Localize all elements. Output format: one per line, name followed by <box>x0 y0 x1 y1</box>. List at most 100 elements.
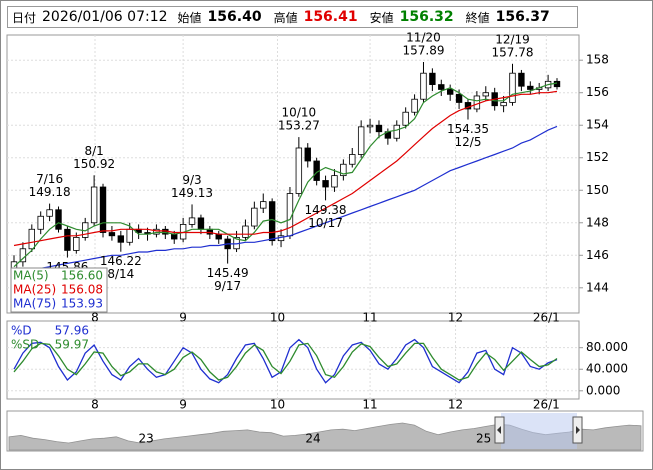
y-tick-label: 80.000 <box>586 340 628 354</box>
annotation-date: 9/3 <box>182 173 201 187</box>
candle-body <box>64 228 71 251</box>
candle-body <box>446 89 454 95</box>
candle-body <box>153 228 160 235</box>
date-value: 2026/01/06 07:12 <box>42 9 168 25</box>
annotation-value: 154.35 <box>447 122 489 136</box>
candle-body <box>215 233 222 240</box>
legend-name: MA(25) <box>13 283 56 297</box>
candle-body <box>73 237 80 251</box>
date-label: 日付 <box>12 10 37 25</box>
field-label: 高値 <box>273 10 298 25</box>
y-tick-label: 148 <box>586 215 609 229</box>
annotation-value: 145.49 <box>207 266 249 280</box>
candle-body <box>188 217 196 225</box>
candle-body <box>340 163 347 177</box>
annotation-date: 12/19 <box>495 32 530 46</box>
x-tick-label: 12 <box>448 398 463 412</box>
candle-body <box>411 98 418 113</box>
field-label: 終値 <box>465 10 490 25</box>
x-tick-label: 11 <box>362 311 377 325</box>
candle-body <box>357 126 365 155</box>
y-tick-label: 156 <box>586 85 609 99</box>
x-tick-label: 10 <box>270 398 285 412</box>
annotation-date: 12/5 <box>455 135 482 149</box>
annotation-date: 10/10 <box>282 106 317 120</box>
annotation-value: 149.13 <box>171 186 213 200</box>
y-tick-label: 154 <box>586 118 609 132</box>
y-tick-label: 0.000 <box>586 383 620 397</box>
candle-body <box>553 80 561 88</box>
x-tick-label: 9 <box>179 398 187 412</box>
y-tick-label: 144 <box>586 280 609 294</box>
quote-header: 日付 2026/01/06 07:12 始値 156.40 高値 156.41 安値 15… <box>7 6 578 28</box>
stoch-frame <box>6 320 580 400</box>
legend-value: 57.96 <box>55 324 89 338</box>
field-value: 156.32 <box>399 9 454 25</box>
handle-arrow <box>576 426 580 434</box>
annotation-date: 8/1 <box>84 144 103 158</box>
annotation-value: 146.22 <box>100 254 142 268</box>
candle-body <box>455 93 463 103</box>
candle-body <box>438 84 445 90</box>
candle-body <box>482 92 489 97</box>
x-tick-label: 10 <box>270 311 285 325</box>
y-tick-label: 158 <box>586 53 609 67</box>
candle-body <box>331 175 338 188</box>
candle-body <box>55 209 62 230</box>
annotation-value: 150.92 <box>73 157 115 171</box>
annotation-date: 7/16 <box>36 172 63 186</box>
annotation-date: 10/17 <box>308 216 343 230</box>
x-tick-label: 26/1 <box>533 311 560 325</box>
candle-body <box>509 72 516 103</box>
ma-line <box>13 82 558 268</box>
handle-arrow <box>497 426 501 434</box>
x-tick-label: 25 <box>476 432 491 446</box>
candle-body <box>402 111 409 126</box>
y-tick-label: 152 <box>586 150 609 164</box>
main-frame <box>6 34 580 314</box>
x-tick-label: 26/1 <box>533 398 560 412</box>
legend-name: MA(75) <box>13 297 56 311</box>
candle-body <box>295 147 303 194</box>
x-tick-label: 8 <box>91 398 99 412</box>
x-tick-label: 23 <box>138 432 153 446</box>
candle-body <box>251 207 258 227</box>
candle-body <box>375 124 383 133</box>
field-label: 始値 <box>177 10 202 25</box>
candle-body <box>420 72 427 100</box>
candle-body <box>527 85 534 90</box>
candle-body <box>37 215 44 230</box>
y-tick-label: 146 <box>586 248 609 262</box>
candle-body <box>99 186 107 233</box>
navigator-selection[interactable] <box>501 413 577 449</box>
x-tick-label: 12 <box>448 311 463 325</box>
legend-name: %D <box>11 324 32 338</box>
candle-body <box>126 228 133 243</box>
annotation-value: 149.18 <box>29 185 71 199</box>
ma-line <box>13 125 558 274</box>
candle-body <box>117 235 125 243</box>
x-tick-label: 11 <box>362 398 377 412</box>
candle-body <box>90 186 98 224</box>
legend-value: 59.97 <box>55 338 89 352</box>
legend-name: %SD <box>11 338 39 352</box>
legend-value: 153.93 <box>61 297 103 311</box>
field-value: 156.41 <box>303 9 358 25</box>
annotation-value: 153.27 <box>278 119 320 133</box>
candle-body <box>260 201 267 209</box>
candle-body <box>366 124 374 128</box>
annotation-value: 157.78 <box>491 45 533 59</box>
field-label: 安値 <box>369 10 394 25</box>
x-tick-label: 8 <box>91 311 99 325</box>
stoch-line <box>13 342 558 381</box>
x-tick-label: 9 <box>179 311 187 325</box>
ma-line <box>13 90 558 247</box>
navigator-frame <box>6 410 644 452</box>
candle-body <box>242 225 249 238</box>
candle-body <box>429 72 436 85</box>
candle-body <box>268 201 276 242</box>
legend-value: 156.08 <box>61 283 103 297</box>
candle-body <box>304 147 311 162</box>
